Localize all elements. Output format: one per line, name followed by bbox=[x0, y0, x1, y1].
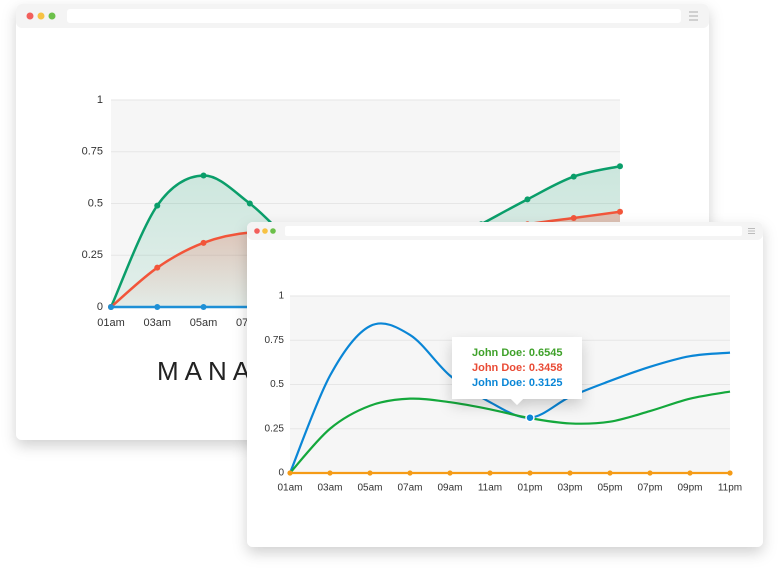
front-chart: 0 0.25 0.5 0.75 1 01am 03am 05am 07am 09am 11am 01p… bbox=[265, 291, 743, 494]
x-tick-label: 01am bbox=[277, 483, 302, 494]
point bbox=[407, 470, 413, 476]
menu-icon[interactable] bbox=[689, 11, 698, 21]
point bbox=[524, 196, 531, 203]
front-window: 0 0.25 0.5 0.75 1 01am 03am 05am 07am 09am 11am 01p… bbox=[247, 222, 763, 547]
y-tick-label: 0.5 bbox=[270, 379, 284, 390]
point bbox=[447, 470, 453, 476]
point bbox=[567, 470, 573, 476]
x-tick-label: 01pm bbox=[517, 483, 542, 494]
y-tick-label: 0.25 bbox=[265, 423, 285, 434]
point bbox=[287, 470, 293, 476]
x-tick-label: 03pm bbox=[557, 483, 582, 494]
point bbox=[570, 173, 577, 180]
point bbox=[487, 470, 493, 476]
tooltip-line: John Doe: 0.3125 bbox=[472, 377, 562, 389]
point bbox=[108, 304, 114, 310]
x-tick-label: 09pm bbox=[677, 483, 702, 494]
point bbox=[647, 470, 653, 476]
x-tick-label: 03am bbox=[317, 483, 342, 494]
address-bar[interactable] bbox=[285, 226, 742, 236]
point bbox=[617, 163, 623, 170]
point bbox=[327, 470, 333, 476]
x-tick-label: 03am bbox=[144, 317, 172, 329]
point bbox=[200, 304, 207, 310]
x-tick-label: 07pm bbox=[637, 483, 662, 494]
menu-icon[interactable] bbox=[748, 228, 755, 234]
minimize-dot[interactable] bbox=[262, 228, 268, 234]
point bbox=[200, 172, 207, 179]
tooltip-line: John Doe: 0.3458 bbox=[472, 362, 562, 374]
close-dot[interactable] bbox=[26, 12, 34, 20]
point bbox=[727, 470, 733, 476]
y-tick-label: 0.25 bbox=[82, 249, 103, 261]
x-tick-label: 09am bbox=[437, 483, 462, 494]
point bbox=[527, 470, 533, 476]
tooltip-box bbox=[452, 337, 582, 405]
minimize-dot[interactable] bbox=[37, 12, 45, 20]
x-tick-label: 11pm bbox=[718, 483, 742, 494]
hover-point bbox=[525, 412, 535, 423]
x-tick-label: 07am bbox=[397, 483, 422, 494]
point bbox=[154, 202, 161, 209]
tooltip-line: John Doe: 0.6545 bbox=[472, 347, 562, 359]
line bbox=[288, 322, 731, 474]
point bbox=[617, 208, 623, 215]
maximize-dot[interactable] bbox=[270, 228, 276, 234]
point bbox=[154, 264, 161, 271]
line bbox=[289, 390, 731, 474]
heading: MANA bbox=[157, 356, 256, 386]
y-tick-label: 0 bbox=[278, 468, 284, 479]
address-bar[interactable] bbox=[67, 9, 681, 23]
x-tick-label: 01am bbox=[97, 317, 125, 329]
maximize-dot[interactable] bbox=[48, 12, 56, 20]
point bbox=[607, 470, 613, 476]
point bbox=[570, 214, 577, 221]
close-dot[interactable] bbox=[254, 228, 260, 234]
point bbox=[200, 239, 207, 246]
x-tick-label: 05pm bbox=[597, 483, 622, 494]
x-tick-label: 11am bbox=[478, 483, 502, 494]
y-tick-label: 0.75 bbox=[82, 146, 103, 158]
x-tick-label: 05am bbox=[190, 317, 218, 329]
point bbox=[246, 200, 253, 207]
point bbox=[367, 470, 373, 476]
y-tick-label: 1 bbox=[278, 291, 284, 302]
x-tick-label: 05am bbox=[357, 483, 382, 494]
y-tick-label: 1 bbox=[97, 94, 103, 106]
y-tick-label: 0 bbox=[97, 301, 103, 313]
y-tick-label: 0.5 bbox=[88, 197, 103, 209]
y-tick-label: 0.75 bbox=[265, 335, 285, 346]
point bbox=[687, 470, 693, 476]
point bbox=[154, 304, 161, 310]
